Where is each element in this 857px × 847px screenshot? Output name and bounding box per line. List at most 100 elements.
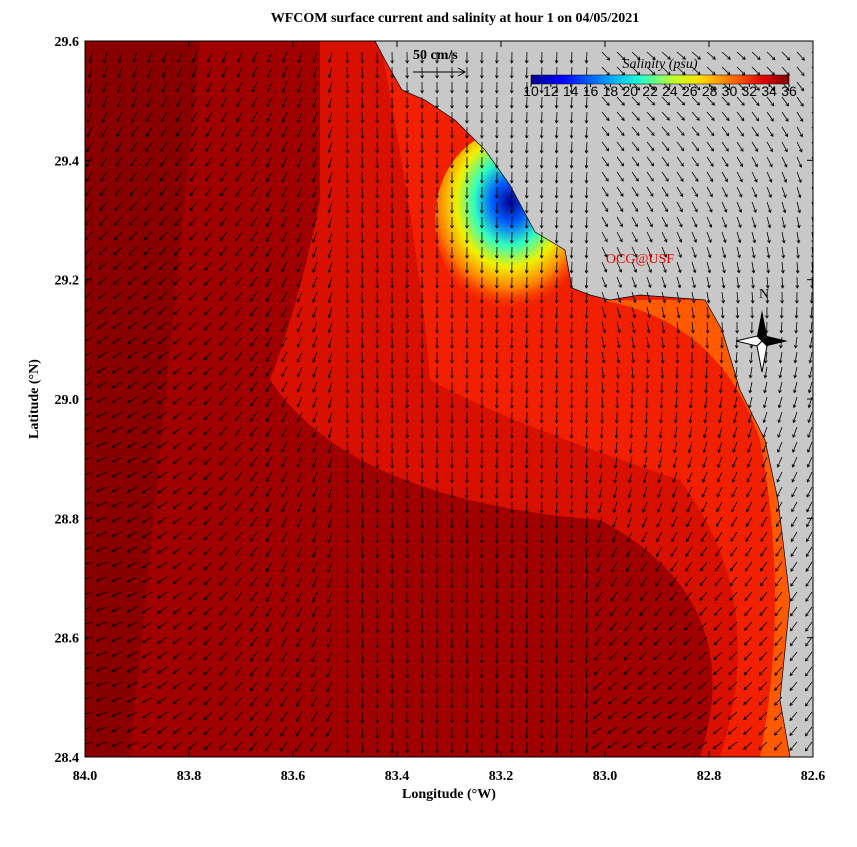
current-arrow [735,321,739,334]
current-arrow [796,81,805,92]
current-arrow [157,411,168,419]
current-arrow [203,486,213,496]
current-arrow [569,411,574,424]
current-arrow [465,426,469,439]
current-arrow [792,411,798,424]
current-arrow [296,636,303,648]
current-arrow [265,501,273,513]
current-arrow [130,156,138,167]
current-arrow [805,681,813,692]
current-arrow [345,531,350,544]
current-arrow [188,471,198,480]
current-arrow [390,741,395,754]
current-arrow [730,516,738,528]
current-arrow [405,651,410,664]
current-arrow [686,501,693,513]
current-arrow [702,441,708,454]
current-arrow [811,201,813,212]
current-arrow [103,51,108,64]
current-arrow [327,486,333,499]
current-arrow [616,291,622,304]
current-arrow [420,516,424,529]
current-arrow [420,456,424,469]
current-arrow [539,726,544,739]
current-arrow [345,696,350,709]
current-arrow [390,186,395,199]
current-arrow [235,231,243,242]
current-arrow [773,726,783,736]
current-arrow [584,561,589,574]
current-arrow [360,471,365,484]
current-arrow [157,726,168,734]
current-arrow [450,591,454,604]
current-arrow [375,621,380,634]
current-arrow [281,81,288,93]
current-arrow [234,321,243,332]
current-arrow [638,666,648,675]
current-arrow [683,651,693,661]
current-arrow [141,741,153,749]
current-arrow [611,531,618,543]
current-arrow [345,261,350,274]
current-arrow [592,711,603,720]
current-arrow [494,81,499,94]
current-arrow [601,321,607,334]
current-arrow [111,696,123,703]
current-arrow [375,276,380,289]
current-arrow [479,711,484,724]
current-arrow [85,711,93,715]
current-arrow [266,66,273,78]
current-arrow [251,156,258,168]
current-arrow [794,321,799,334]
current-arrow [219,561,228,571]
current-arrow [141,516,153,524]
current-arrow [644,411,649,424]
current-arrow [479,396,484,409]
current-arrow [95,711,108,717]
current-arrow [494,711,499,724]
current-arrow [221,96,228,108]
current-arrow [494,396,499,409]
current-arrow [776,471,783,483]
current-arrow [622,726,633,734]
current-arrow [539,216,544,229]
current-arrow [539,96,544,109]
current-arrow [806,471,813,483]
current-arrow [697,726,708,734]
current-arrow [539,651,544,664]
current-arrow [312,306,318,319]
current-arrow [327,516,333,529]
current-arrow [295,711,303,723]
current-arrow [312,351,318,364]
current-arrow [494,621,499,634]
current-arrow [659,396,664,409]
current-arrow [584,531,589,544]
current-arrow [327,201,333,214]
current-arrow [554,591,559,604]
current-arrow [281,201,288,213]
current-arrow [126,636,138,643]
current-arrow [601,126,610,137]
current-arrow [479,666,484,679]
current-arrow [203,441,213,451]
current-arrow [796,156,803,168]
current-arrow [642,501,648,513]
current-arrow [234,411,243,422]
current-arrow [524,576,529,589]
current-arrow [450,726,454,739]
current-arrow [203,501,213,511]
current-arrow [584,426,589,439]
current-arrow [645,381,650,394]
current-arrow [281,561,288,573]
current-arrow [554,561,559,574]
current-arrow [676,201,683,213]
current-arrow [676,291,681,304]
current-arrow [360,636,365,649]
current-arrow [749,351,753,364]
current-arrow [190,171,198,182]
current-arrow [390,291,395,304]
current-arrow [405,636,410,649]
current-arrow [311,636,318,648]
current-arrow [281,591,288,603]
current-arrow [219,726,228,736]
